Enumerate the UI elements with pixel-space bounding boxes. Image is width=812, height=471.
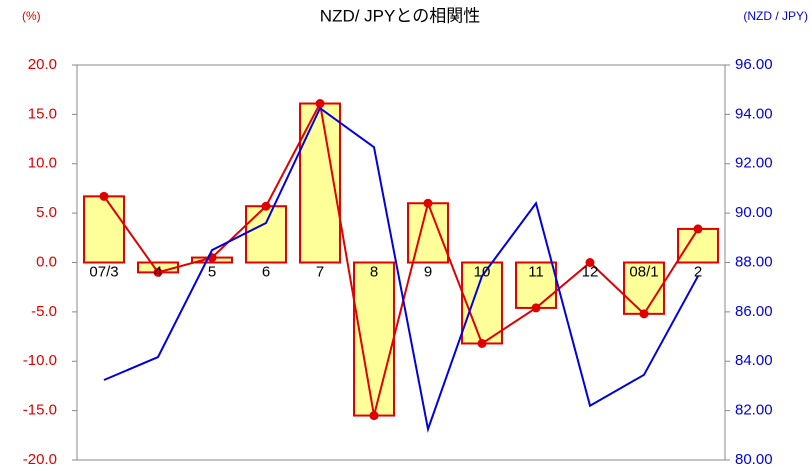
y-tick-label: 10.0 — [28, 155, 57, 172]
y-tick-label: -5.0 — [31, 303, 57, 320]
bar — [83, 195, 125, 264]
y2-tick-label: 84.00 — [735, 352, 773, 369]
y2-tick-label: 86.00 — [735, 303, 773, 320]
point — [693, 224, 703, 234]
bar — [623, 261, 665, 315]
x-tick-label: 6 — [262, 263, 270, 280]
y-tick-label: 0.0 — [36, 253, 57, 270]
bar-value-line — [103, 100, 699, 416]
y2-tick-label: 82.00 — [735, 402, 773, 419]
x-tick-label: 2 — [694, 263, 702, 280]
point — [261, 201, 271, 211]
chart-title: NZD/ JPYとの相関性 — [320, 6, 480, 25]
x-tick-label: 08/1 — [629, 263, 658, 280]
point — [315, 99, 325, 109]
y2-tick-label: 96.00 — [735, 56, 773, 73]
point — [639, 309, 649, 319]
x-tick-label: 10 — [474, 263, 491, 280]
x-tick-label: 7 — [316, 263, 324, 280]
point — [423, 198, 433, 208]
y-tick-label: 5.0 — [36, 204, 57, 221]
y2-tick-label: 90.00 — [735, 204, 773, 221]
bar — [245, 205, 287, 264]
x-tick-label: 4 — [154, 263, 162, 280]
bar — [515, 261, 557, 309]
x-tick-label: 07/3 — [89, 263, 118, 280]
x-tick-label: 8 — [370, 263, 378, 280]
point — [585, 258, 595, 267]
bar — [677, 227, 719, 264]
point — [531, 303, 541, 313]
y-tick-label: 20.0 — [28, 56, 57, 73]
bar — [407, 202, 449, 264]
x-tick-label: 12 — [582, 263, 599, 280]
point — [477, 338, 487, 348]
y-axis-label: (%) — [22, 9, 41, 23]
y-tick-label: 15.0 — [28, 105, 57, 122]
y-tick-label: -10.0 — [23, 352, 57, 369]
line — [103, 106, 699, 433]
y2-axis-label: (NZD / JPY) — [743, 9, 808, 23]
y2-tick-label: 80.00 — [735, 451, 773, 468]
y2-tick-label: 88.00 — [735, 253, 773, 270]
point — [369, 411, 379, 421]
x-tick-label: 5 — [208, 263, 216, 280]
x-tick-label: 11 — [528, 263, 544, 280]
y2-tick-label: 94.00 — [735, 105, 773, 122]
y-tick-label: -15.0 — [23, 402, 57, 419]
point — [99, 191, 109, 201]
x-tick-label: 9 — [424, 263, 432, 280]
y2-tick-label: 92.00 — [735, 155, 773, 172]
y-tick-label: -20.0 — [23, 451, 57, 468]
point — [153, 267, 163, 277]
